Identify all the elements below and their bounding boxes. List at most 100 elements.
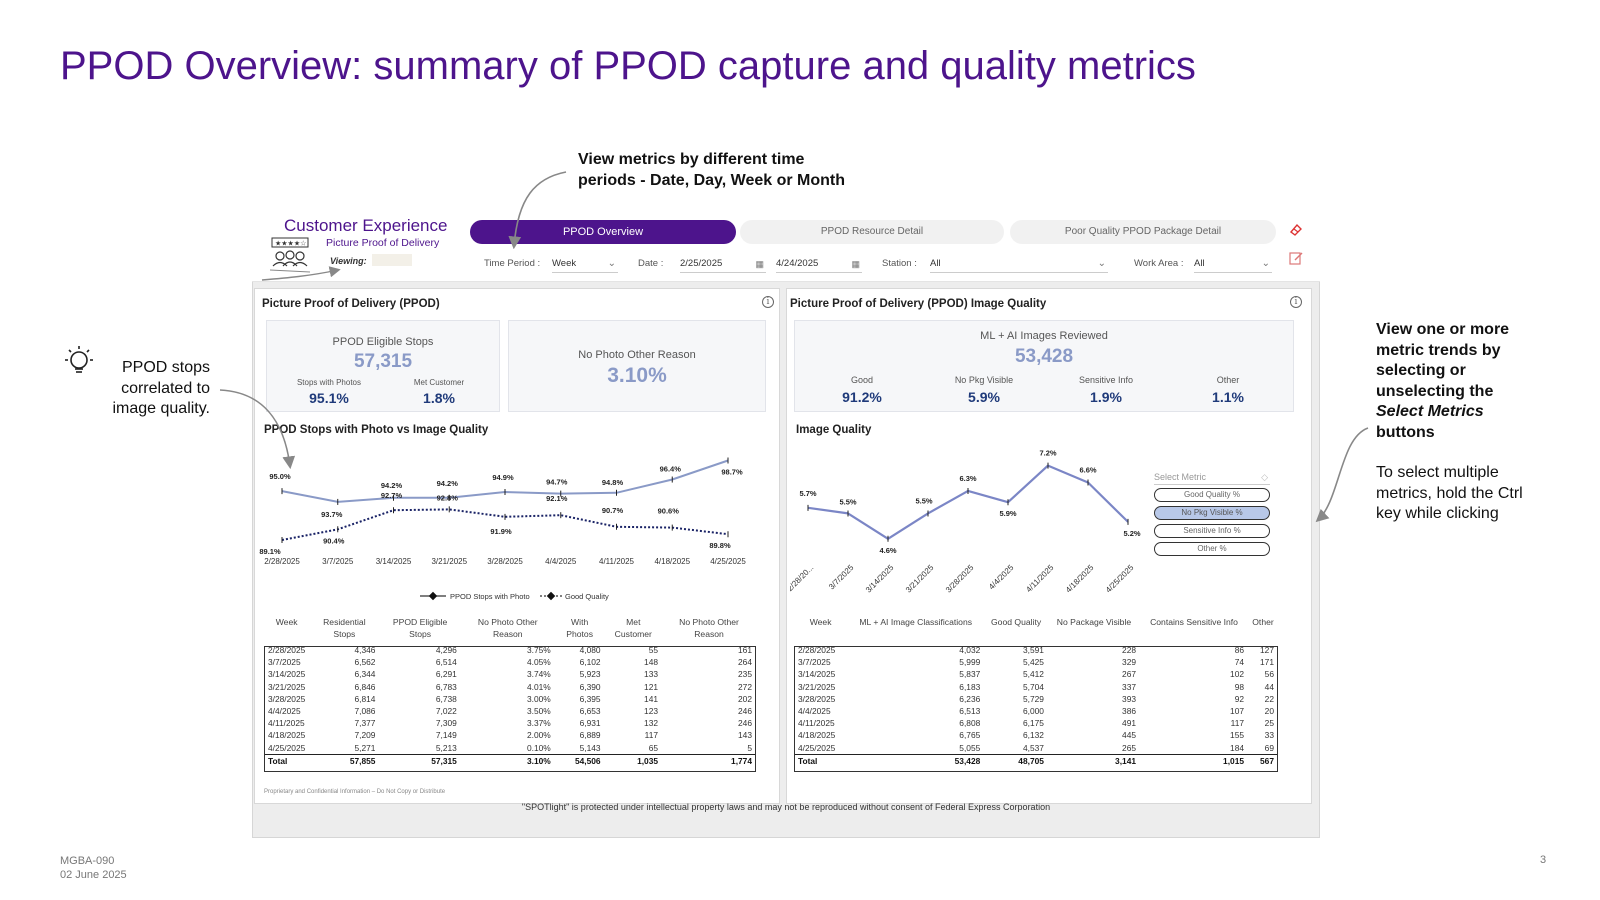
callout-top-line-1: View metrics by different time	[578, 151, 805, 168]
table-row: 3/7/2025 5,999 5,425 329 74 171	[794, 656, 1278, 668]
table-cell: 6,236	[959, 693, 981, 704]
info-icon[interactable]: i	[762, 296, 774, 308]
col-sensitive: Contains Sensitive Info	[1150, 617, 1238, 627]
callout-left-line-3: image quality.	[112, 400, 210, 417]
table-row: 4/25/2025 5,271 5,213 0.10% 5,143 65 5	[264, 742, 756, 755]
table-row: 4/4/2025 7,086 7,022 3.50% 6,653 123 246	[264, 705, 756, 717]
x-tick-label: 4/18/2025	[1064, 563, 1096, 595]
eraser-icon[interactable]	[1288, 222, 1304, 238]
table-row: 4/18/2025 7,209 7,149 2.00% 6,889 117 143	[264, 729, 756, 741]
table-cell: 3/7/2025	[268, 657, 301, 668]
confidential-note: Proprietary and Confidential Information…	[264, 789, 446, 795]
no-photo-label: No Photo Other Reason	[578, 349, 696, 361]
table-row: 4/11/2025 7,377 7,309 3.37% 6,931 132 246	[264, 717, 756, 729]
no-photo-card	[508, 320, 766, 412]
table-total-cell: 57,855	[309, 753, 380, 767]
eraser-icon[interactable]: ◇	[1261, 472, 1268, 482]
table-cell: 6,738	[435, 693, 457, 704]
table-cell: 329	[1122, 657, 1137, 668]
kpi-good-value: 91.2%	[842, 389, 882, 405]
ppod-table: Week Residential Stops PPOD Eligible Sto…	[264, 616, 756, 767]
table-cell: 265	[1122, 742, 1137, 753]
table-row: 2/28/2025 4,032 3,591 228 86 127	[794, 644, 1278, 656]
time-period-select[interactable]: Week ⌄	[552, 255, 618, 273]
tab-ppod-resource-detail[interactable]: PPOD Resource Detail	[740, 220, 1004, 244]
table-row: 2/28/2025 4,346 4,296 3.75% 4,080 55 161	[264, 644, 756, 656]
image-quality-chart: 5.7% 5.5% 4.6% 5.5% 6.3% 5.9% 7.2% 6.6% 5.2% 2/28…	[790, 449, 1141, 595]
select-good-quality-button[interactable]: Good Quality %	[1154, 488, 1270, 502]
table-cell: 6,562	[354, 657, 376, 668]
tab-ppod-overview[interactable]: PPOD Overview	[470, 220, 736, 244]
table-cell: 4/4/2025	[268, 706, 301, 717]
table-cell: 386	[1122, 706, 1137, 717]
info-icon[interactable]: i	[1290, 296, 1302, 308]
table-row: 3/14/2025 6,344 6,291 3.74% 5,923 133 235	[264, 668, 756, 680]
table-cell: 3.74%	[526, 669, 551, 680]
data-label: 4.6%	[879, 546, 896, 555]
table-cell: 235	[738, 669, 752, 680]
table-cell: 3/14/2025	[798, 669, 836, 680]
svg-text:★★★★☆: ★★★★☆	[275, 240, 306, 248]
table-row: 3/21/2025 6,183 5,704 337 98 44	[794, 681, 1278, 693]
select-sensitive-info-button[interactable]: Sensitive Info %	[1154, 524, 1270, 538]
table-cell: 4/11/2025	[268, 718, 305, 729]
calendar-icon: ▦	[755, 259, 764, 269]
station-select[interactable]: All ⌄	[930, 255, 1108, 273]
table-cell: 6,000	[1022, 706, 1044, 717]
table-cell: 5	[747, 742, 752, 753]
chevron-down-icon: ⌄	[1261, 258, 1270, 269]
x-tick-label: 3/7/2025	[322, 557, 354, 566]
table-cell: 148	[644, 657, 659, 668]
footer-meta: MGBA-090 02 June 2025	[60, 854, 127, 882]
select-no-pkg-visible-button[interactable]: No Pkg Visible %	[1154, 506, 1270, 520]
table-cell: 4,296	[435, 645, 457, 656]
col-met-customer: Met Customer	[614, 617, 652, 639]
viewing-value	[372, 254, 412, 266]
page-number: 3	[1540, 854, 1547, 866]
table-cell: 4/25/2025	[268, 742, 306, 753]
table-cell: 3/28/2025	[268, 693, 306, 704]
brand-subtitle: Picture Proof of Delivery	[326, 237, 440, 249]
station-label: Station :	[882, 258, 917, 269]
table-cell: 3.75%	[526, 645, 551, 656]
table-row: 4/4/2025 6,513 6,000 386 107 20	[794, 705, 1278, 717]
table-cell: 2/28/2025	[798, 645, 836, 656]
data-label: 90.7%	[602, 506, 624, 515]
table-cell: 491	[1122, 718, 1137, 729]
table-cell: 3,591	[1022, 645, 1044, 656]
kpi-good-label: Good	[850, 375, 874, 385]
col-residential: Residential Stops	[323, 617, 366, 639]
data-label: 94.8%	[602, 478, 624, 487]
table-cell: 123	[644, 706, 659, 717]
table-cell: 337	[1122, 681, 1137, 692]
table-cell: 55	[648, 645, 659, 656]
date-to-input[interactable]: 4/24/2025 ▦	[776, 255, 862, 273]
kpi-other-value: 1.1%	[1212, 389, 1244, 405]
select-metric-text: Select Metric	[1154, 472, 1207, 482]
work-area-select[interactable]: All ⌄	[1194, 255, 1272, 273]
table-cell: 2/28/2025	[268, 645, 306, 656]
time-period-label: Time Period :	[484, 258, 541, 269]
select-other-button[interactable]: Other %	[1154, 542, 1270, 556]
tab-poor-quality-detail[interactable]: Poor Quality PPOD Package Detail	[1010, 220, 1276, 244]
callout-right-note-3: key while clicking	[1376, 505, 1499, 522]
table-cell: 4.01%	[526, 681, 551, 692]
data-label: 6.6%	[1079, 466, 1096, 475]
series-line-good	[281, 508, 729, 541]
table-total-cell: 48,705	[984, 753, 1048, 767]
table-cell: 3/28/2025	[798, 693, 836, 704]
col-other: Other	[1252, 617, 1274, 627]
chevron-down-icon: ⌄	[607, 258, 616, 269]
stops-photos-value: 95.1%	[309, 390, 349, 406]
table-cell: 6,344	[354, 669, 376, 680]
table-row: 4/11/2025 6,808 6,175 491 117 25	[794, 717, 1278, 729]
table-cell: 7,377	[354, 718, 376, 729]
table-cell: 4,346	[354, 645, 376, 656]
time-period-value: Week	[552, 258, 577, 269]
table-row: 3/28/2025 6,236 5,729 393 92 22	[794, 693, 1278, 705]
callout-select-metrics: View one or more metric trends by select…	[1376, 320, 1576, 525]
edit-icon[interactable]	[1288, 250, 1304, 266]
customer-rating-icon: ★★★★☆	[270, 237, 311, 273]
table-cell: 7,309	[435, 718, 457, 729]
date-from-input[interactable]: 2/25/2025 ▦	[680, 255, 766, 273]
